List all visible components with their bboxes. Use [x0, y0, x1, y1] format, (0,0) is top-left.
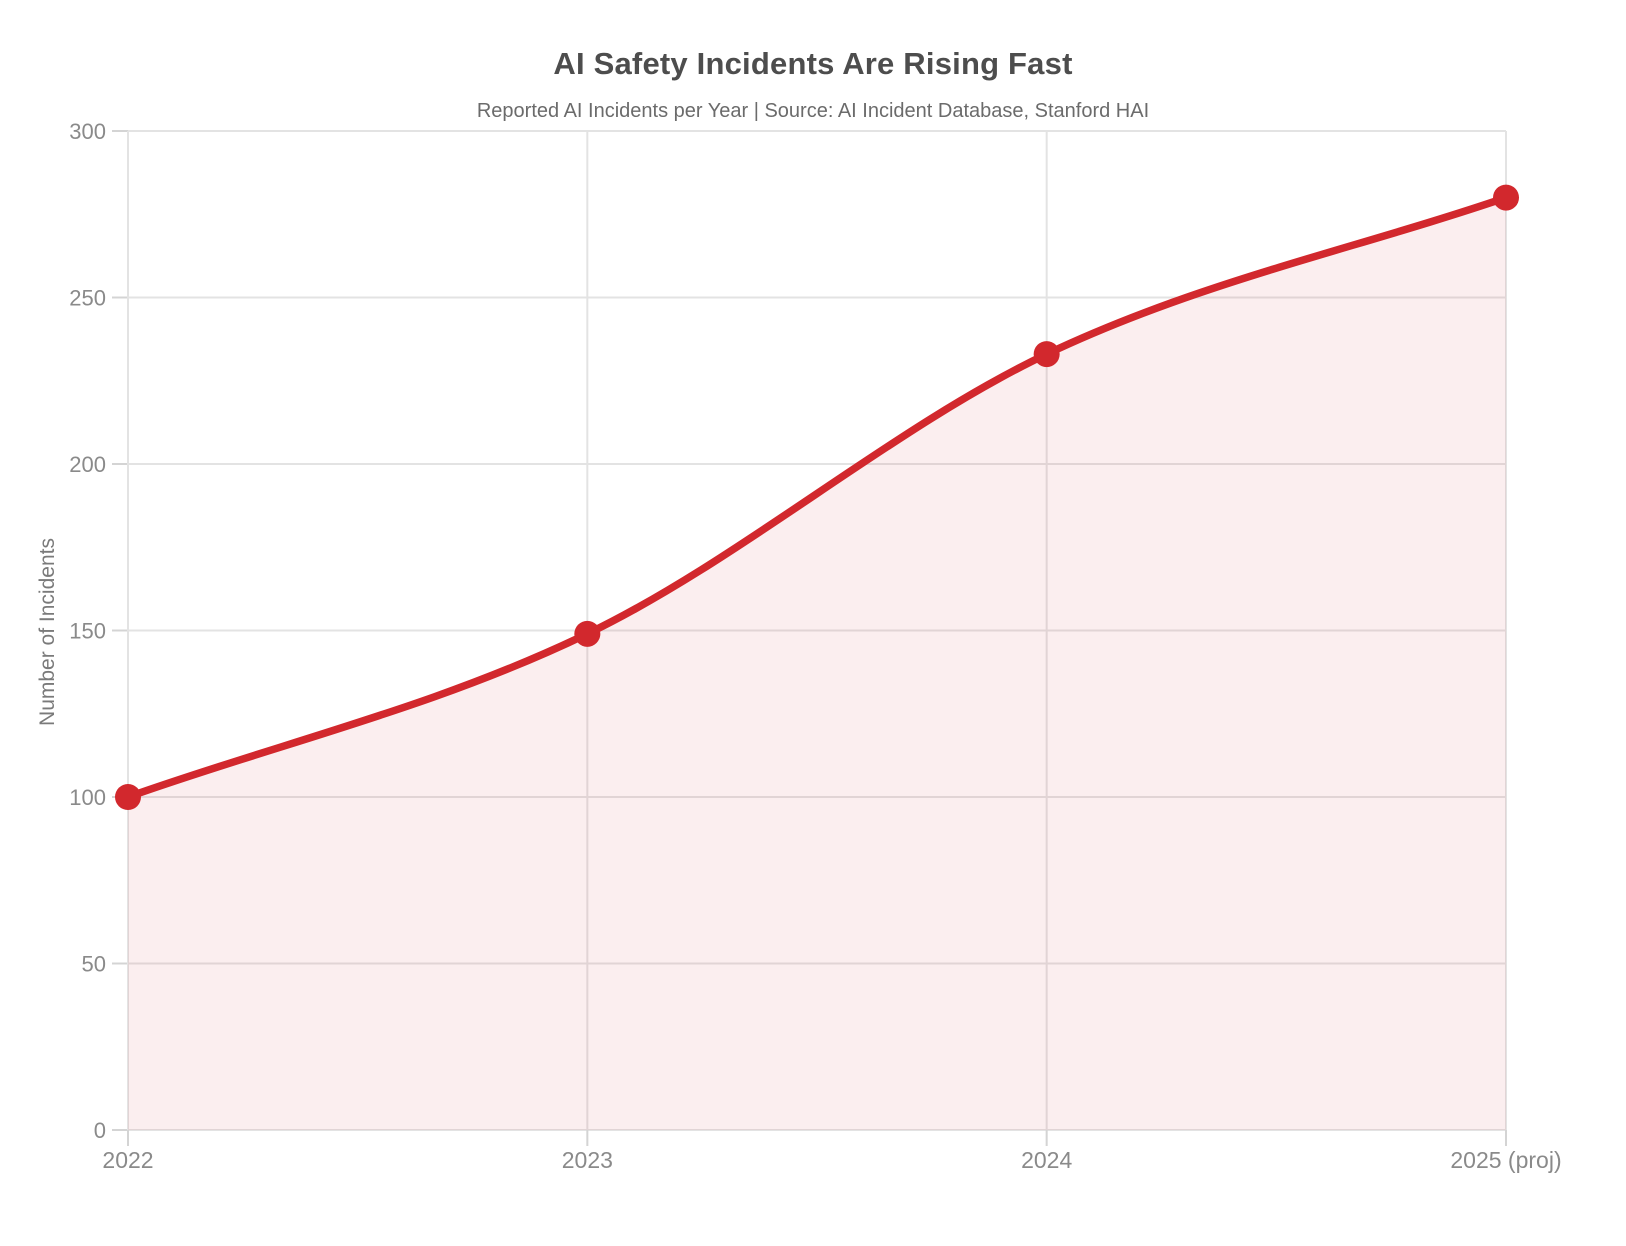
data-point-marker: [1033, 341, 1060, 368]
y-tick-label: 300: [69, 119, 106, 144]
x-tick-label: 2024: [1021, 1147, 1072, 1173]
y-tick-label: 100: [69, 785, 106, 810]
y-tick-label: 50: [82, 952, 106, 977]
x-tick-label: 2023: [562, 1147, 613, 1173]
y-tick-label: 200: [69, 452, 106, 477]
y-tick-label: 250: [69, 286, 106, 311]
x-tick-label: 2025 (proj): [1450, 1147, 1561, 1173]
chart-subtitle: Reported AI Incidents per Year | Source:…: [476, 100, 1150, 122]
trend-line: [124, 193, 1510, 801]
y-tick-label: 0: [94, 1118, 106, 1143]
data-point-marker: [1493, 184, 1519, 211]
x-tick-label: 2022: [102, 1147, 153, 1173]
chart-title: AI Safety Incidents Are Rising Fast: [553, 46, 1073, 81]
y-tick-label: 150: [69, 619, 106, 644]
area-fill: [128, 197, 1506, 1131]
data-point-marker: [115, 784, 141, 810]
data-point-marker: [574, 620, 601, 647]
